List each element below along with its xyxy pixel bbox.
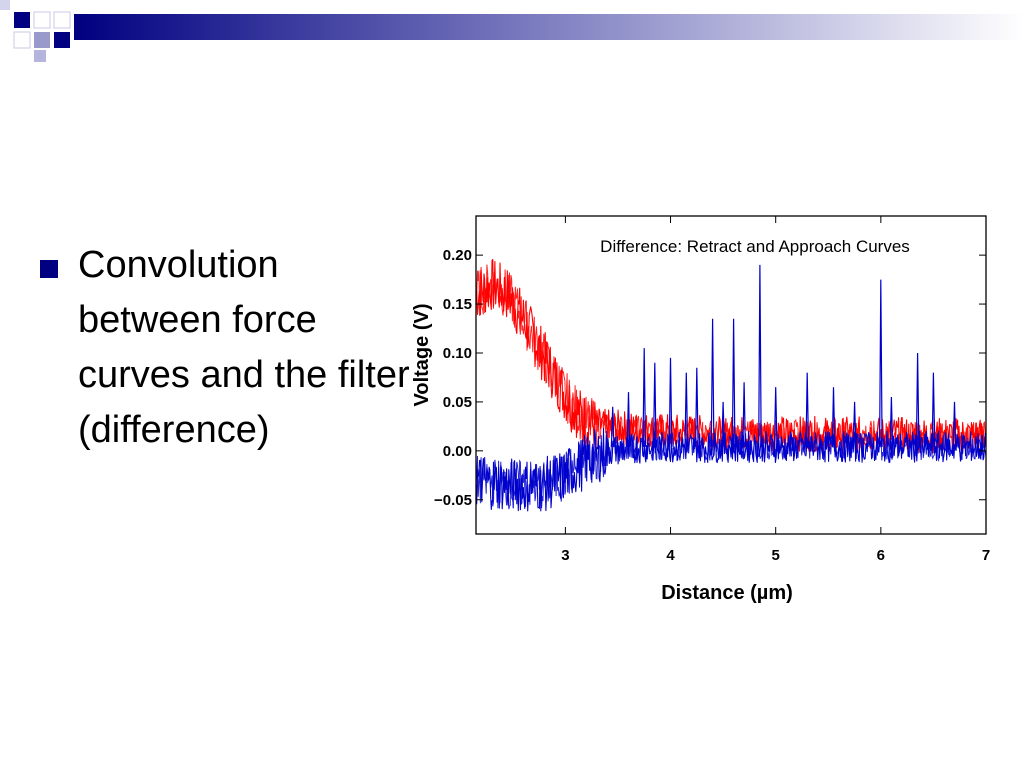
spike-peak — [931, 372, 936, 447]
y-axis-title: Voltage (V) — [411, 304, 433, 407]
spike-peak — [695, 367, 699, 447]
spike-peak — [721, 401, 725, 447]
y-tick-label: 0.05 — [443, 394, 472, 411]
header-square — [34, 50, 46, 62]
plot-frame — [475, 215, 987, 535]
y-tick-label: 0.00 — [443, 443, 472, 460]
bullet-text: Convolution between force curves and the… — [78, 244, 410, 451]
series-line-retract-overlay — [475, 264, 987, 450]
slide-header-decoration — [0, 0, 1024, 62]
header-square — [0, 0, 10, 10]
spike-peak — [773, 387, 778, 447]
header-square — [14, 12, 30, 28]
spike-peak — [652, 362, 657, 447]
spike-peak — [852, 401, 857, 447]
spike-peak — [805, 372, 810, 447]
spike-peak — [742, 382, 746, 447]
chart-title: Difference: Retract and Approach Curves — [600, 237, 910, 256]
bullet-square-icon — [40, 260, 58, 278]
y-tick-label: 0.10 — [443, 345, 472, 362]
tick-layer: 3 4 5 6 7 −0.05 0.00 0.05 0.10 0.15 0.20 — [434, 216, 990, 564]
header-square — [53, 11, 71, 29]
y-tick-label: 0.15 — [443, 296, 472, 313]
y-tick-label: 0.20 — [443, 247, 472, 264]
spike-peak — [642, 348, 647, 447]
spike-peak — [731, 318, 736, 447]
header-square — [33, 11, 51, 29]
spike-peak — [668, 357, 673, 447]
spike-peak — [626, 392, 631, 447]
spike-peak — [831, 387, 836, 447]
spike-peak — [610, 406, 615, 447]
spike-peak — [879, 279, 883, 447]
x-tick-label: 5 — [772, 547, 780, 564]
header-square — [54, 32, 70, 48]
header-square — [34, 32, 50, 48]
x-tick-label: 7 — [982, 547, 990, 564]
x-axis-title: Distance (µm) — [661, 582, 793, 604]
spike-peak — [710, 318, 715, 447]
spike-peak — [684, 372, 689, 447]
spike-peak — [915, 352, 920, 447]
x-tick-label: 6 — [877, 547, 885, 564]
spike-peak — [758, 264, 762, 447]
spike-layer — [610, 264, 957, 447]
spike-peak — [952, 401, 957, 447]
header-square — [13, 31, 31, 49]
header-gradient-bar — [74, 14, 1024, 40]
x-tick-label: 3 — [561, 547, 569, 564]
bullet-list: Convolution between force curves and the… — [40, 238, 410, 458]
voltage-distance-chart: 3 4 5 6 7 −0.05 0.00 0.05 0.10 0.15 0.20 Differenc… — [411, 215, 990, 604]
spike-peak — [889, 396, 894, 447]
series-line-approach-overlay — [475, 430, 987, 510]
x-tick-label: 4 — [666, 547, 675, 564]
y-tick-label: −0.05 — [434, 492, 472, 509]
series-layer — [475, 258, 987, 512]
